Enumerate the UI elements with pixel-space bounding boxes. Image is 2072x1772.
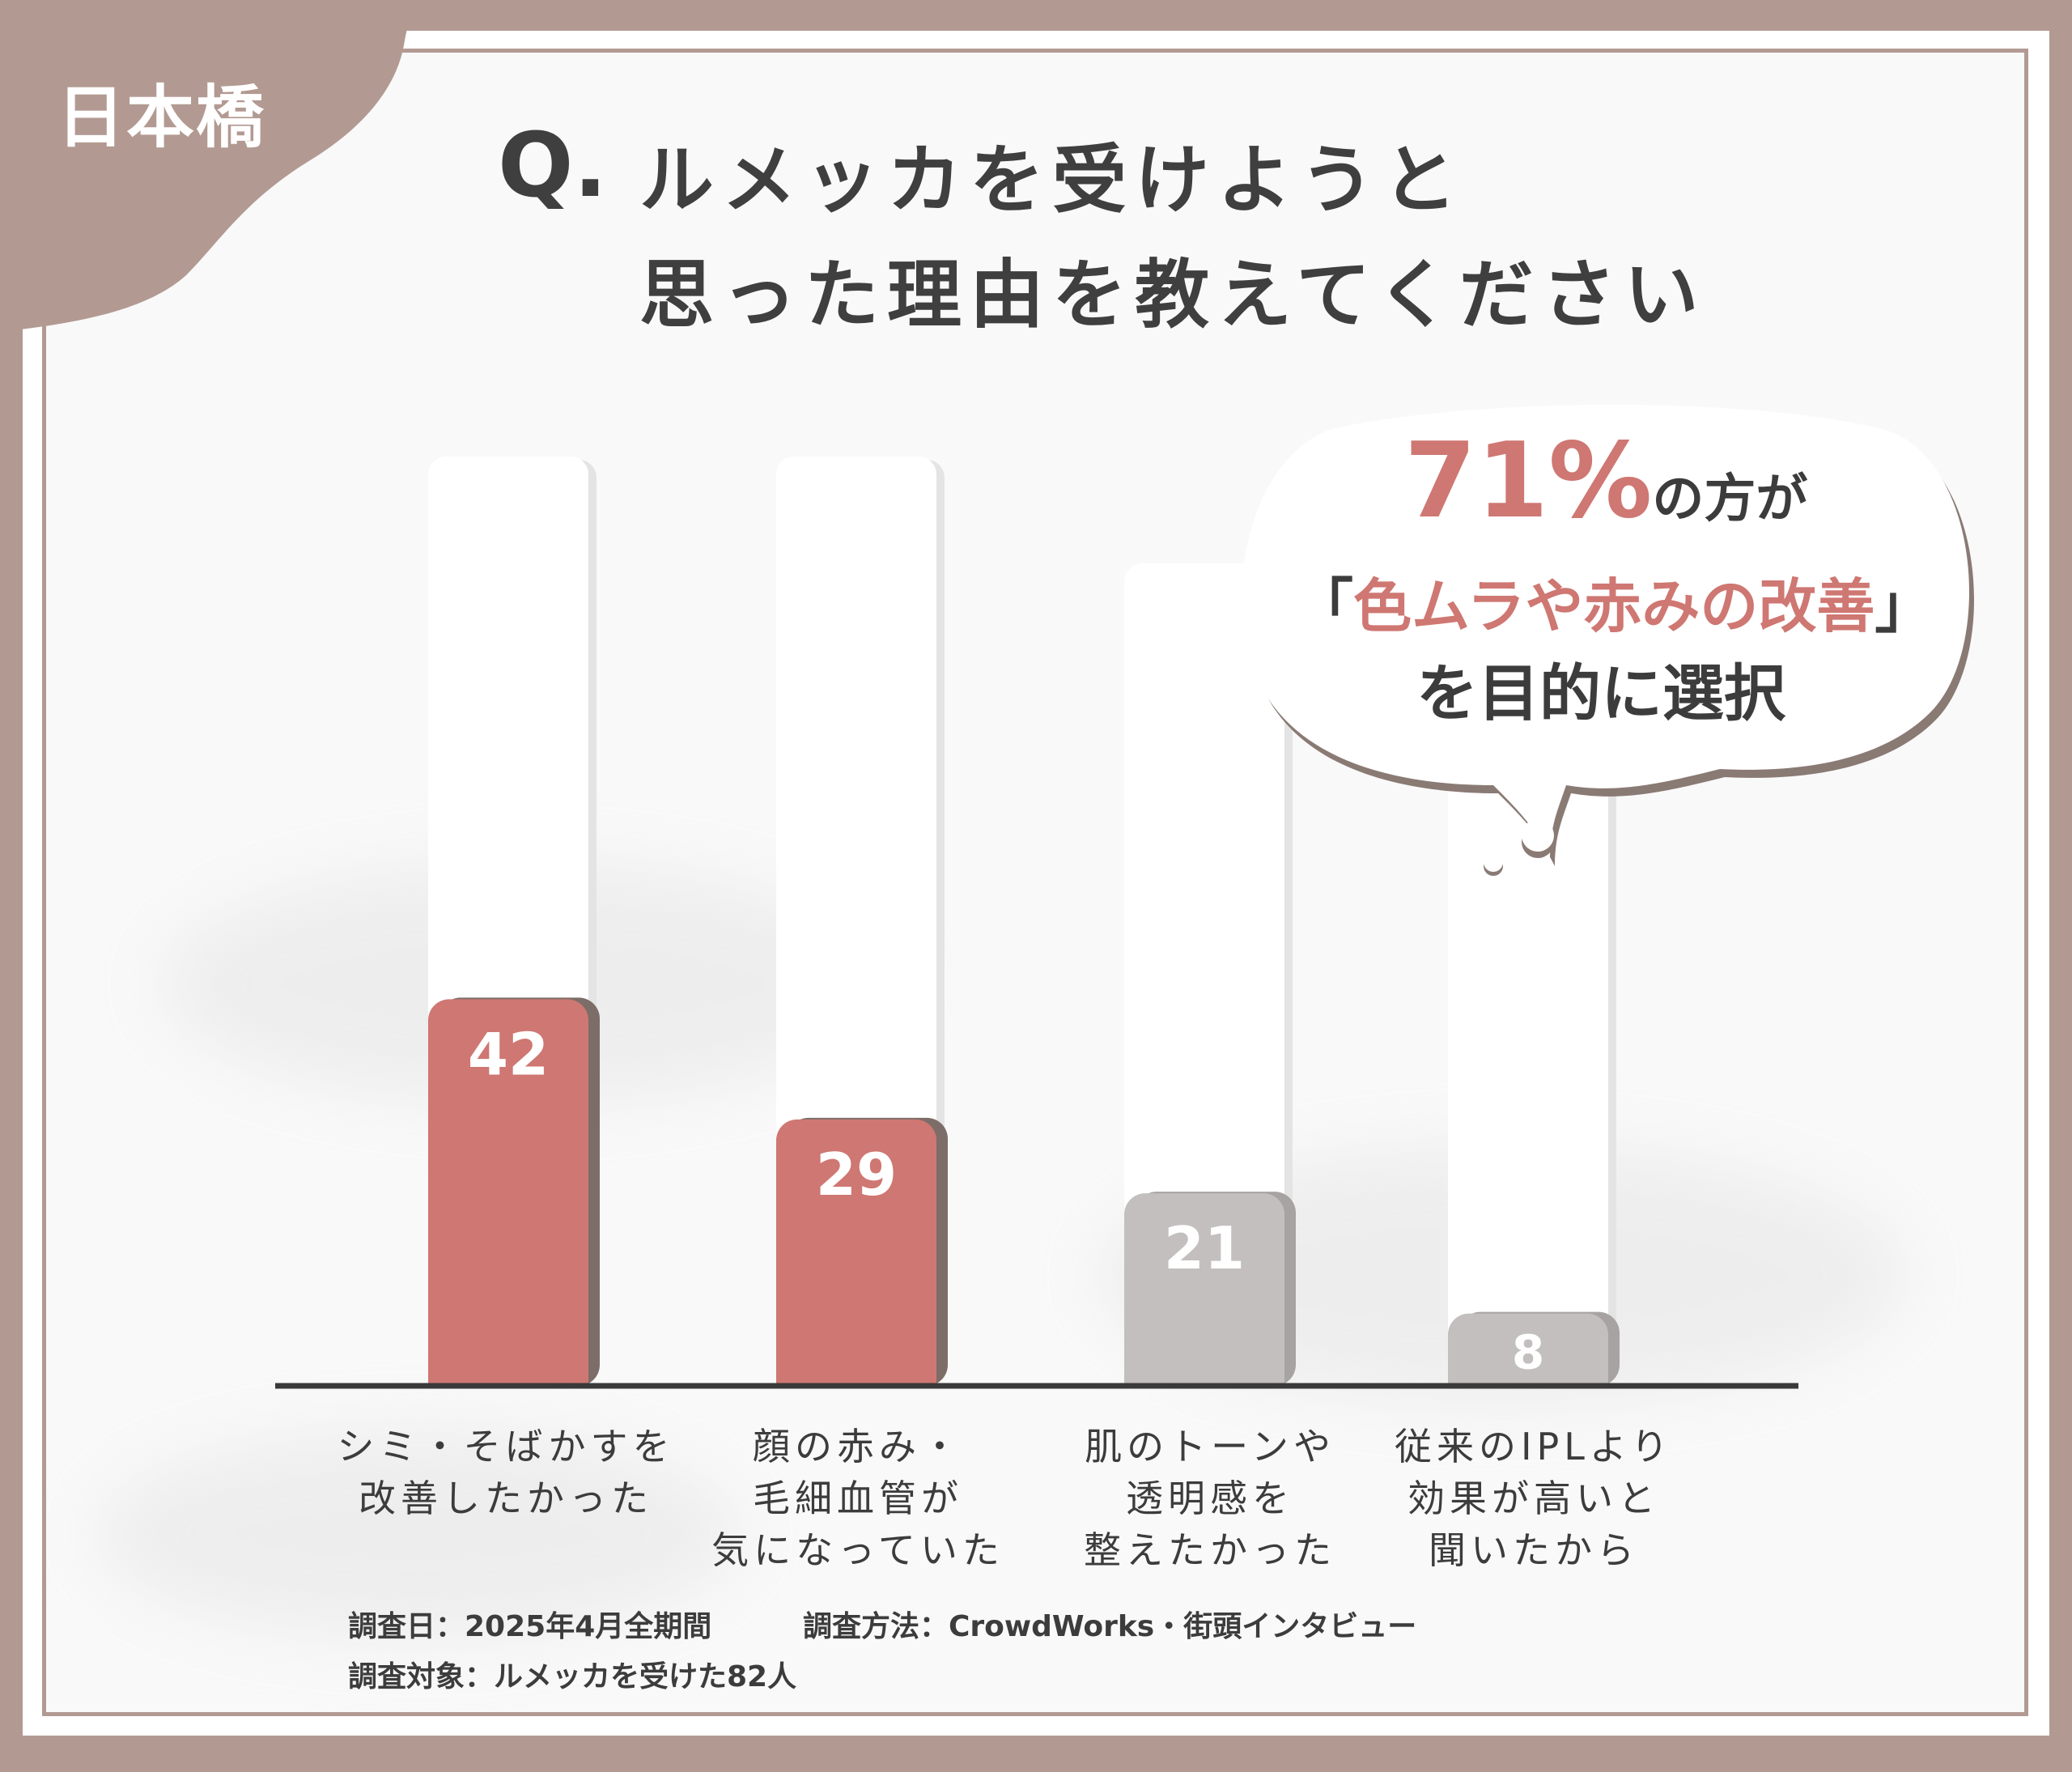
category-label-line: 聞いたから	[1429, 1528, 1639, 1572]
bar-value-label: 21	[1164, 1214, 1245, 1282]
bar	[1124, 1193, 1284, 1386]
callout-bracket-open: 「	[1295, 572, 1354, 640]
category-label-line: 肌のトーンや	[1085, 1425, 1335, 1468]
callout-bracket-close: 」	[1875, 572, 1934, 640]
speech-bubble	[1242, 405, 1974, 876]
category-label-2: 顔の赤み・ 毛細血管が 気になっていた	[688, 1421, 1028, 1576]
category-label-line: 透明感を	[1126, 1477, 1294, 1520]
category-label-4: 従来のIPLより 効果が高いと 聞いたから	[1376, 1421, 1692, 1576]
category-label-line: 整えたかった	[1084, 1528, 1336, 1572]
survey-method: 調査方法：CrowdWorks・街頭インタビュー	[803, 1610, 1417, 1643]
bar	[428, 999, 588, 1386]
category-label-line: 毛細血管が	[753, 1477, 963, 1520]
corner-tab-shape	[0, 0, 413, 332]
location-tag: 日本橋	[57, 78, 266, 157]
category-label-1: シミ・そばかすを 改善したかった	[332, 1421, 680, 1524]
callout-highlight: 色ムラや赤みの改善	[1353, 572, 1875, 640]
category-label-line: シミ・そばかすを	[337, 1425, 675, 1468]
callout-line-1: 71%の方が	[1404, 421, 1807, 542]
category-label-line: 効果が高いと	[1408, 1477, 1660, 1520]
question-line-2: 思った理由を教えてください	[639, 252, 1707, 338]
bar	[776, 1119, 936, 1386]
callout-line-3: を目的に選択	[1416, 657, 1785, 729]
bar-value-label: 29	[816, 1141, 897, 1209]
bar-base	[428, 1362, 588, 1386]
survey-target: 調査対象：ルメッカを受けた82人	[348, 1660, 797, 1693]
bar-base	[1124, 1362, 1284, 1386]
question-mark-label: Q.	[498, 113, 608, 217]
bar-base	[1448, 1362, 1608, 1386]
callout-line-1-suffix: の方が	[1652, 470, 1808, 529]
category-label-line: 従来のIPLより	[1394, 1425, 1673, 1468]
bar-value-label: 42	[468, 1020, 549, 1088]
category-label-line: 気になっていた	[711, 1528, 1004, 1572]
callout-percent: 71%	[1404, 421, 1653, 542]
category-label-3: 肌のトーンや 透明感を 整えたかった	[1044, 1421, 1376, 1576]
category-label-line: 改善したかった	[359, 1477, 653, 1520]
bar-track	[1124, 563, 1284, 1386]
bar-base	[776, 1362, 936, 1386]
bar-value-label: 8	[1512, 1325, 1544, 1380]
background-shade	[95, 1429, 742, 1639]
category-label-line: 顔の赤み・	[753, 1425, 963, 1468]
survey-date: 調査日：2025年4月全期間	[348, 1610, 712, 1643]
question-line-1: ルメッカを受けようと	[639, 137, 1466, 223]
callout-line-2: 「色ムラや赤みの改善」	[1295, 559, 1933, 644]
